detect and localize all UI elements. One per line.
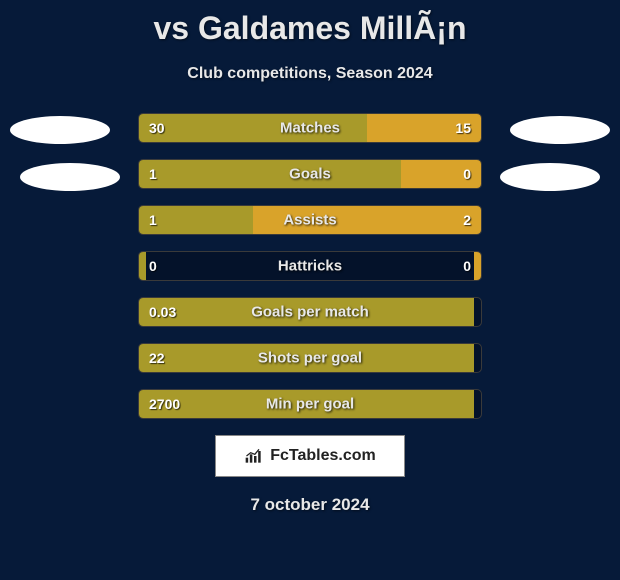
stat-row: 1 0 Goals bbox=[138, 159, 482, 189]
player-left-photo-1 bbox=[10, 116, 110, 144]
stat-value-left: 0 bbox=[149, 258, 157, 274]
site-badge-text: FcTables.com bbox=[270, 447, 376, 465]
stat-label: Goals bbox=[289, 166, 331, 183]
stat-bar-left bbox=[139, 252, 146, 280]
stat-label: Hattricks bbox=[278, 258, 342, 275]
stat-label: Min per goal bbox=[266, 396, 354, 413]
stat-row: 22 Shots per goal bbox=[138, 343, 482, 373]
player-left-photo-2 bbox=[20, 163, 120, 191]
chart-icon bbox=[244, 447, 264, 465]
stat-label: Goals per match bbox=[251, 304, 369, 321]
stat-value-right: 0 bbox=[463, 258, 471, 274]
stat-value-left: 30 bbox=[149, 120, 165, 136]
stat-row: 0 0 Hattricks bbox=[138, 251, 482, 281]
stat-value-left: 1 bbox=[149, 166, 157, 182]
stat-value-left: 22 bbox=[149, 350, 165, 366]
stat-row: 2700 Min per goal bbox=[138, 389, 482, 419]
player-right-photo-2 bbox=[500, 163, 600, 191]
stat-value-left: 2700 bbox=[149, 396, 180, 412]
stat-label: Shots per goal bbox=[258, 350, 362, 367]
stat-label: Assists bbox=[283, 212, 336, 229]
stats-area: 30 15 Matches 1 0 Goals 1 2 Assists 0 0 Hattricks 0.… bbox=[0, 113, 620, 419]
stat-value-right: 0 bbox=[463, 166, 471, 182]
subtitle: Club competitions, Season 2024 bbox=[0, 65, 620, 83]
stat-value-right: 15 bbox=[455, 120, 471, 136]
stat-label: Matches bbox=[280, 120, 340, 137]
stat-value-left: 1 bbox=[149, 212, 157, 228]
stat-value-right: 2 bbox=[463, 212, 471, 228]
page-title: vs Galdames MillÃ¡n bbox=[0, 0, 620, 47]
date-text: 7 october 2024 bbox=[0, 495, 620, 515]
stat-row: 0.03 Goals per match bbox=[138, 297, 482, 327]
stat-bar-left bbox=[139, 160, 401, 188]
stat-value-left: 0.03 bbox=[149, 304, 176, 320]
player-right-photo-1 bbox=[510, 116, 610, 144]
site-badge[interactable]: FcTables.com bbox=[215, 435, 405, 477]
stat-row: 30 15 Matches bbox=[138, 113, 482, 143]
stat-bar-right bbox=[474, 252, 481, 280]
stat-row: 1 2 Assists bbox=[138, 205, 482, 235]
